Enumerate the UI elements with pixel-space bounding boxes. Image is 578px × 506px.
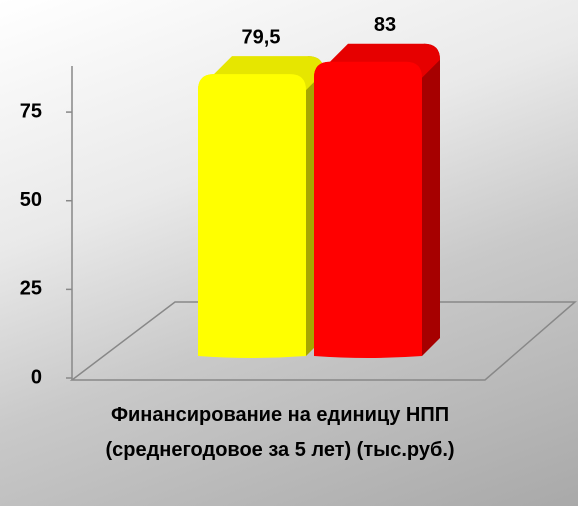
bar-side [406,43,440,357]
value-label: 79,5 [242,26,281,48]
value-label: 83 [374,14,396,36]
x-tick-label: Финансирование на единицу НПП (среднегод… [105,404,455,461]
y-tick-label: 25 [20,278,42,300]
bar [198,74,306,359]
y-tick-label: 75 [20,100,42,122]
floor [69,301,578,381]
y-tick-label: 0 [31,366,42,388]
bar [314,61,422,359]
y-tick-label: 50 [20,189,42,211]
